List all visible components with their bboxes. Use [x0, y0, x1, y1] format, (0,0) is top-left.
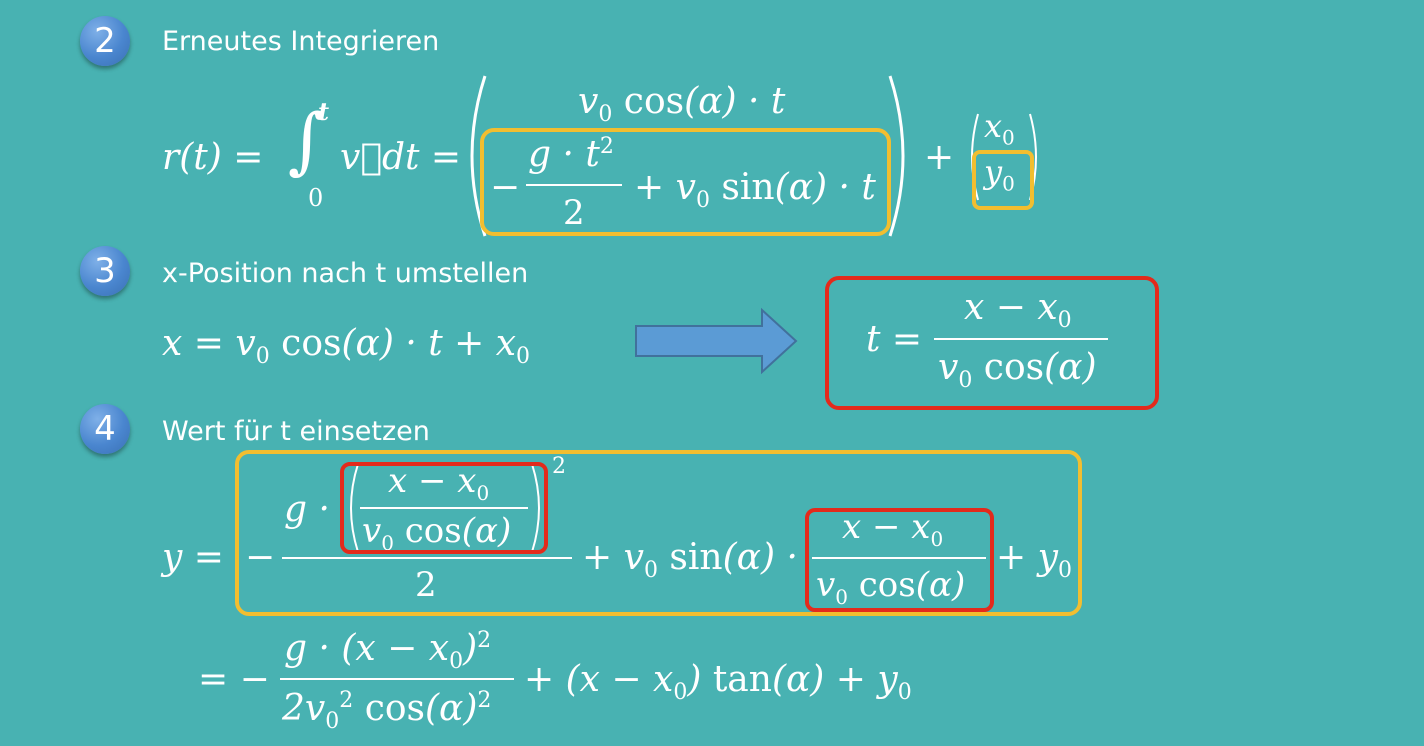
vector-row-1: v0 cos(α) · t — [578, 81, 786, 128]
highlight-y0 — [972, 150, 1034, 210]
inner-den: v0 cos(α) — [362, 511, 512, 555]
simplified-num: g · (x − x0)2 — [284, 628, 492, 675]
inner-left-paren — [350, 463, 359, 553]
highlight-y-substituted — [235, 450, 1082, 616]
t-fraction-bar — [934, 338, 1108, 340]
integral-sign: ∫ — [288, 98, 326, 182]
inner-right-paren — [531, 463, 540, 553]
inner-fraction-bar — [360, 507, 528, 509]
vector-row-2-fraction-bar — [526, 184, 622, 186]
inner-square: 2 — [552, 454, 566, 479]
highlight-y-component — [480, 128, 891, 236]
step-2-heading: Erneutes Integrieren — [162, 26, 440, 57]
simplified-fraction-bar — [280, 678, 514, 680]
big-num-g: g · — [284, 489, 330, 530]
simplified-rest: + (x − x0) tan(α) + y0 — [524, 659, 912, 706]
step-2-badge: 2 — [80, 16, 130, 66]
y-minus: − — [245, 537, 276, 578]
right-big-paren — [888, 75, 905, 237]
vector-row-2-rest: + v0 sin(α) · t — [634, 167, 876, 214]
t-sub-fraction-bar — [812, 557, 986, 559]
integrand: v⃗dt = — [340, 137, 462, 178]
inner-num: x − x0 — [388, 461, 490, 505]
plus-sign: + — [924, 137, 955, 178]
right-arrow-icon — [635, 307, 798, 375]
big-den-2: 2 — [415, 565, 437, 605]
integral-upper: t — [318, 97, 330, 126]
simplified-equals: = − — [198, 659, 270, 700]
t-sub-den: v0 cos(α) — [816, 565, 966, 609]
t-equals: t = — [866, 319, 923, 360]
big-fraction-bar — [282, 557, 572, 559]
r-of-t: r(t) = — [162, 137, 264, 178]
step-3-badge: 3 — [80, 246, 130, 296]
step-3-heading: x-Position nach t umstellen — [162, 258, 529, 289]
y0-entry: y0 — [984, 153, 1015, 196]
simplified-den: 2v02 cos(α)2 — [282, 688, 492, 735]
x0-entry: x0 — [984, 107, 1015, 150]
t-den: v0 cos(α) — [938, 347, 1097, 394]
highlight-t-substitution — [805, 508, 994, 612]
step-4-badge: 4 — [80, 404, 130, 454]
step-4-heading: Wert für t einsetzen — [162, 416, 430, 447]
y-sin-term: + v0 sin(α) · — [582, 537, 798, 584]
y-equals: y = — [162, 537, 224, 578]
left-big-paren — [470, 75, 487, 237]
highlight-t-solution — [825, 276, 1159, 410]
highlight-inner-t — [340, 462, 548, 554]
vector-row-2-den: 2 — [563, 193, 585, 233]
y-plus-y0: + y0 — [996, 537, 1072, 584]
integral-lower: 0 — [308, 184, 324, 212]
vector-row-2-minus: − — [490, 167, 521, 208]
x-equation: x = v0 cos(α) · t + x0 — [162, 323, 531, 370]
t-num: x − x0 — [964, 287, 1072, 334]
t-sub-num: x − x0 — [842, 507, 944, 551]
vector-row-2-num: g · t2 — [528, 134, 614, 175]
